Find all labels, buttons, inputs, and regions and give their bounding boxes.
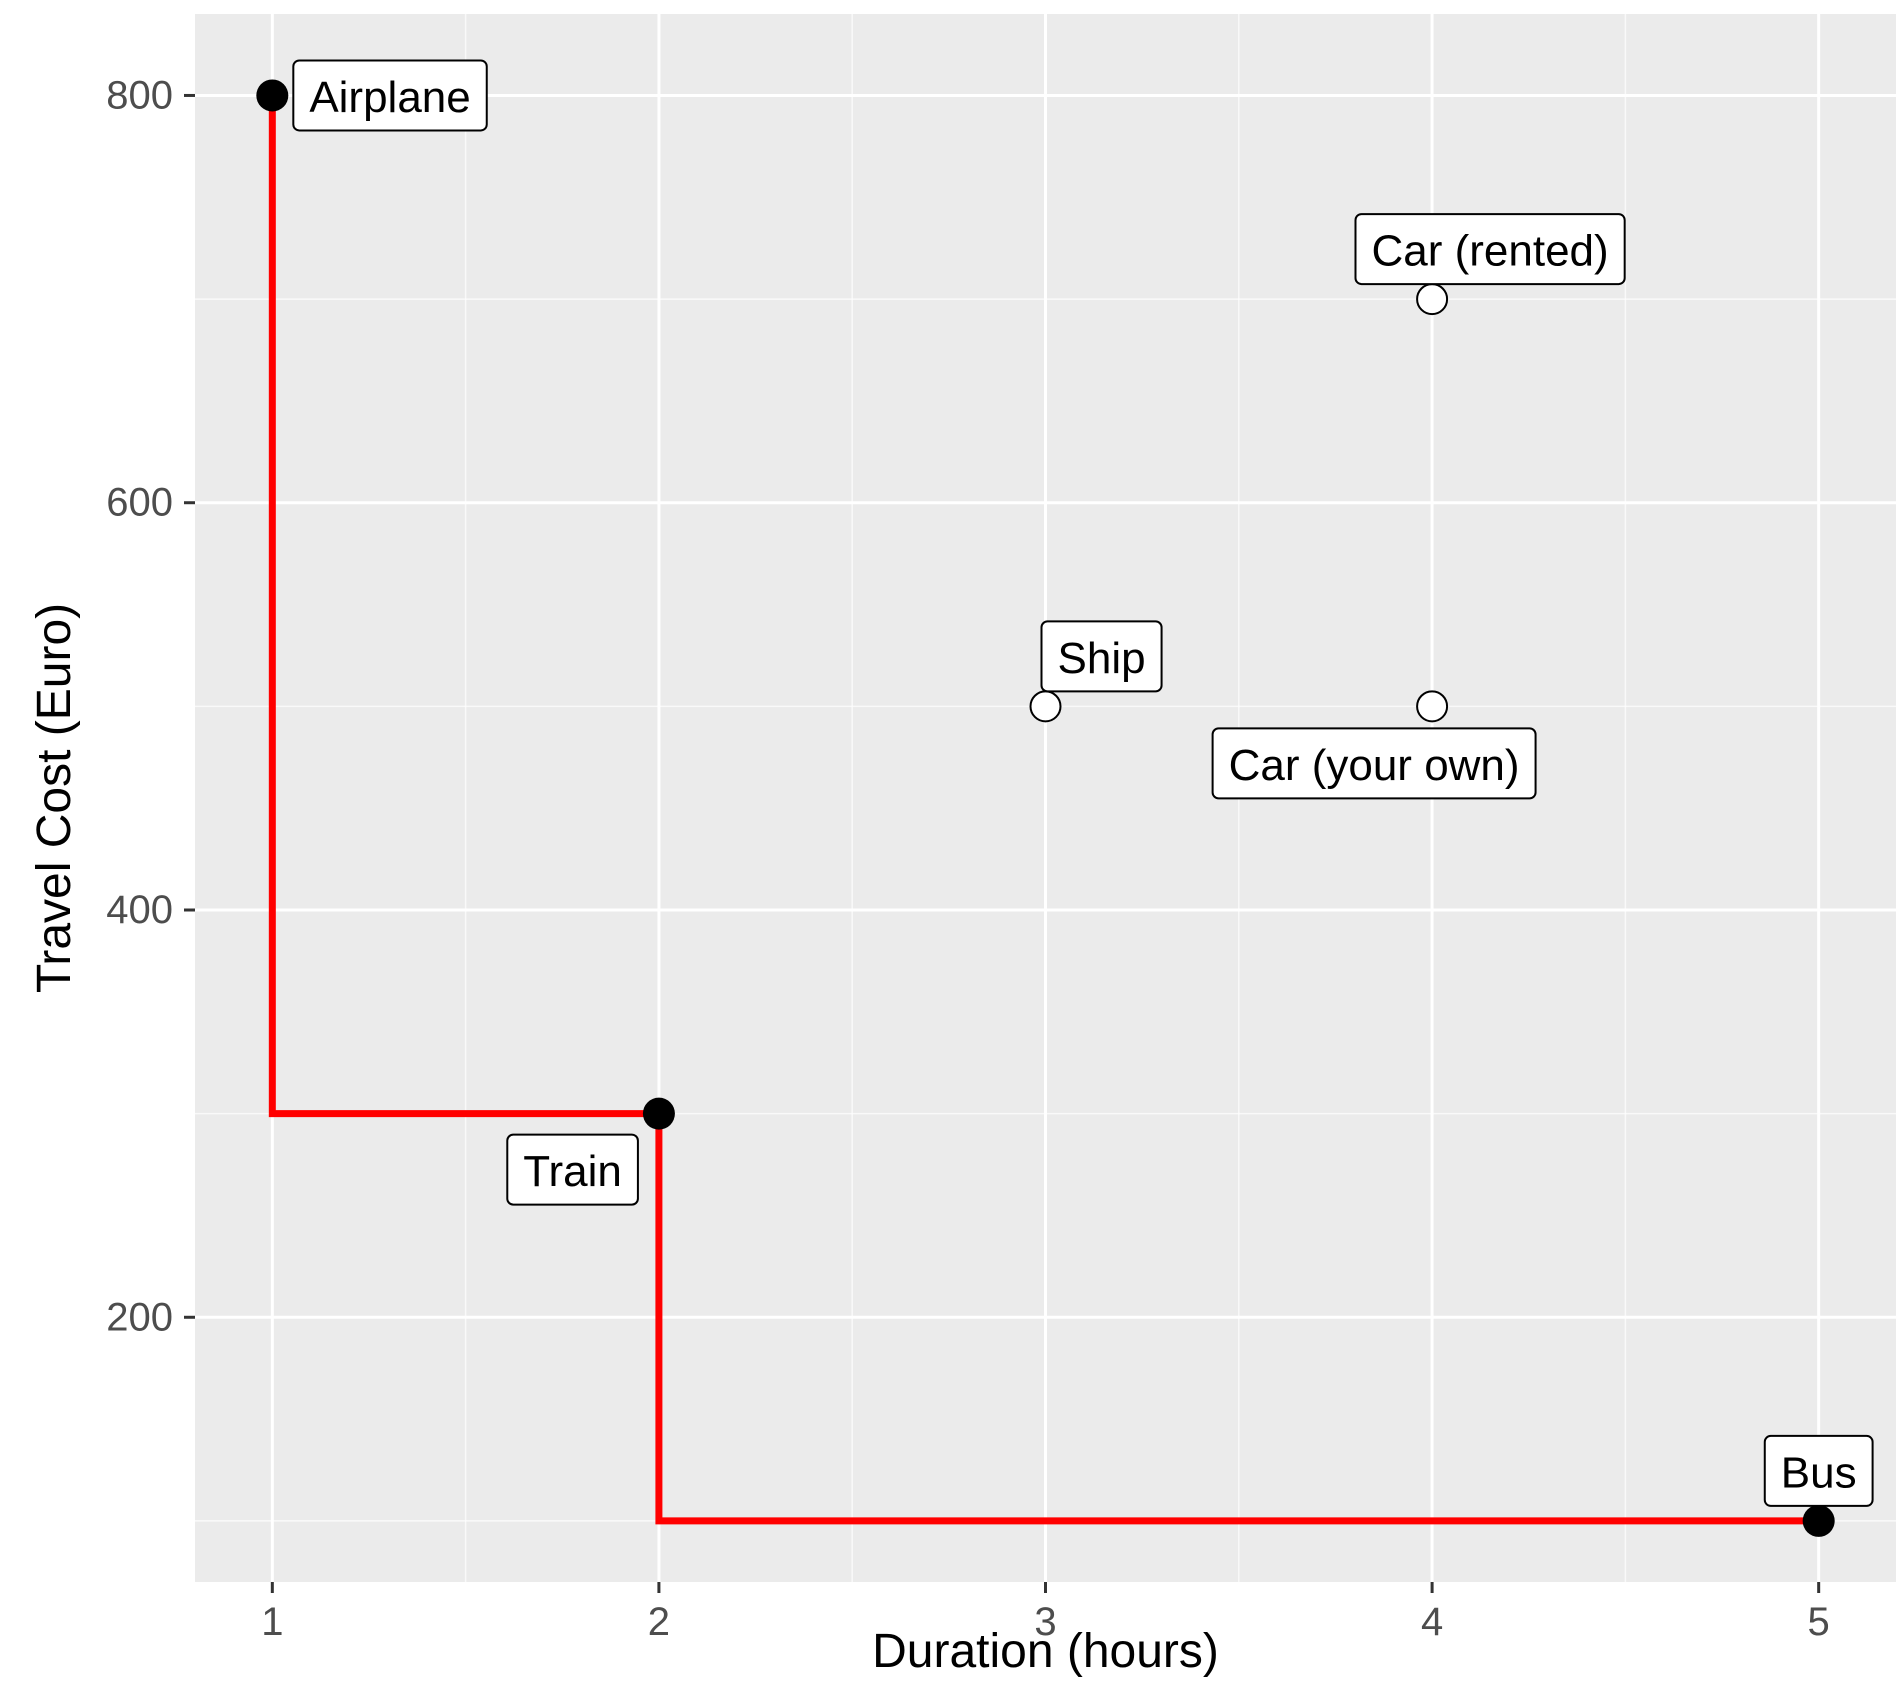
- x-tick-label: 3: [1034, 1600, 1056, 1644]
- x-tick-label: 5: [1808, 1600, 1830, 1644]
- label-car-rented: Car (rented): [1354, 213, 1626, 286]
- x-tick-label: 1: [261, 1600, 283, 1644]
- point-bus: [1802, 1504, 1835, 1537]
- point-car-your-own: [1416, 690, 1449, 723]
- x-axis: 1 2 3 4 5: [261, 1582, 1830, 1644]
- label-text: Ship: [1058, 634, 1146, 683]
- label-text: Car (your own): [1229, 741, 1520, 790]
- y-tick-label: 600: [106, 481, 173, 525]
- point-ship: [1029, 690, 1062, 723]
- label-box: [1040, 620, 1163, 693]
- label-text: Airplane: [309, 73, 470, 122]
- y-tick-label: 800: [106, 73, 173, 117]
- y-axis: 200 400 600 800: [106, 73, 195, 1339]
- x-axis-title: Duration (hours): [872, 1625, 1219, 1678]
- y-axis-title: Travel Cost (Euro): [28, 603, 81, 993]
- point-labels-layer: Airplane Train Bus Ship Car (your own) Car (r…: [292, 59, 1874, 1507]
- label-bus: Bus: [1763, 1434, 1874, 1507]
- y-tick-label: 400: [106, 888, 173, 932]
- label-ship: Ship: [1040, 620, 1163, 693]
- points-layer: [256, 79, 1835, 1537]
- point-train: [642, 1097, 675, 1130]
- label-car-your-own: Car (your own): [1211, 727, 1537, 800]
- y-tick-label: 200: [106, 1295, 173, 1339]
- label-box: [1763, 1434, 1874, 1507]
- label-airplane: Airplane: [292, 59, 488, 132]
- label-text: Car (rented): [1371, 227, 1608, 276]
- point-car-rented: [1416, 283, 1449, 316]
- label-box: [1211, 727, 1537, 800]
- label-box: [506, 1133, 639, 1206]
- label-train: Train: [506, 1133, 639, 1206]
- x-tick-label: 4: [1421, 1600, 1443, 1644]
- label-box: [292, 59, 488, 132]
- label-box: [1354, 213, 1626, 286]
- label-text: Bus: [1781, 1448, 1857, 1497]
- label-text: Train: [523, 1147, 622, 1196]
- point-airplane: [256, 79, 289, 112]
- x-tick-label: 2: [648, 1600, 670, 1644]
